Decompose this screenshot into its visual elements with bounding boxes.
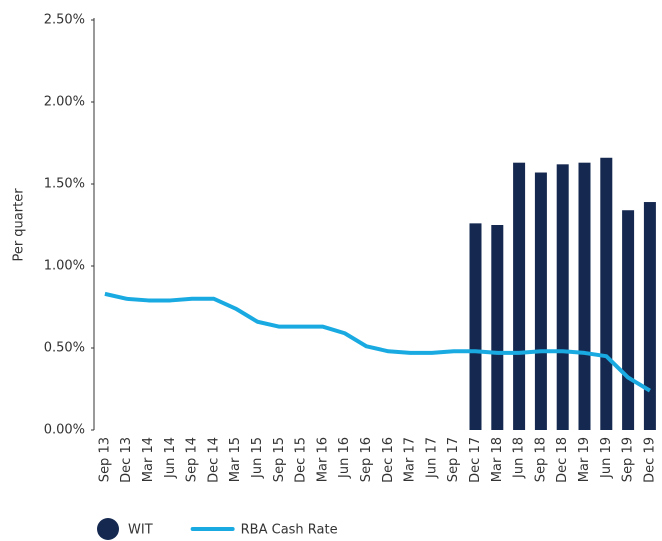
legend-label: WIT xyxy=(128,523,153,538)
x-tick-label: Mar 17 xyxy=(403,437,418,482)
y-tick-label: 0.50% xyxy=(44,341,85,356)
x-tick-label: Mar 14 xyxy=(141,437,156,482)
x-tick-label: Jun 17 xyxy=(424,437,439,479)
x-tick-label: Dec 17 xyxy=(468,437,483,483)
x-tick-label: Mar 19 xyxy=(577,437,592,482)
x-tick-label: Jun 18 xyxy=(512,437,527,479)
x-tick-label: Jun 19 xyxy=(599,437,614,479)
y-tick-label: 2.50% xyxy=(44,13,85,28)
x-tick-label: Dec 13 xyxy=(119,437,134,483)
x-tick-label: Mar 16 xyxy=(315,437,330,482)
bar xyxy=(534,172,547,430)
legend-label: RBA Cash Rate xyxy=(241,523,338,538)
x-tick-label: Dec 15 xyxy=(294,437,309,483)
bar xyxy=(600,157,613,430)
x-tick-label: Dec 19 xyxy=(642,437,657,483)
y-tick-label: 1.00% xyxy=(44,259,85,274)
x-tick-label: Sep 18 xyxy=(533,437,548,482)
line xyxy=(104,291,651,393)
y-tick-label: 1.50% xyxy=(44,177,85,192)
x-tick-label: Sep 15 xyxy=(272,437,287,482)
x-tick-label: Mar 15 xyxy=(228,437,243,482)
x-tick-label: Sep 13 xyxy=(97,437,112,482)
bar xyxy=(556,164,569,430)
x-tick-label: Mar 18 xyxy=(490,437,505,482)
x-tick-label: Sep 14 xyxy=(185,437,200,482)
x-tick-label: Sep 16 xyxy=(359,437,374,482)
bar xyxy=(643,202,656,430)
bar xyxy=(469,223,482,430)
x-tick-label: Dec 16 xyxy=(381,437,396,483)
bar xyxy=(491,225,504,430)
x-tick-label: Jun 16 xyxy=(337,437,352,479)
bar xyxy=(513,162,526,430)
x-tick-label: Jun 15 xyxy=(250,437,265,479)
y-tick-label: 2.00% xyxy=(44,95,85,110)
x-tick-label: Dec 14 xyxy=(206,437,221,483)
bar xyxy=(622,210,635,430)
x-tick-label: Dec 18 xyxy=(555,437,570,483)
legend-swatch xyxy=(97,518,119,540)
y-tick-label: 0.00% xyxy=(44,423,85,438)
bar xyxy=(578,162,591,430)
x-tick-label: Sep 17 xyxy=(446,437,461,482)
x-tick-label: Sep 19 xyxy=(621,437,636,482)
x-tick-label: Jun 14 xyxy=(163,437,178,479)
y-axis-label: Per quarter xyxy=(12,188,27,262)
